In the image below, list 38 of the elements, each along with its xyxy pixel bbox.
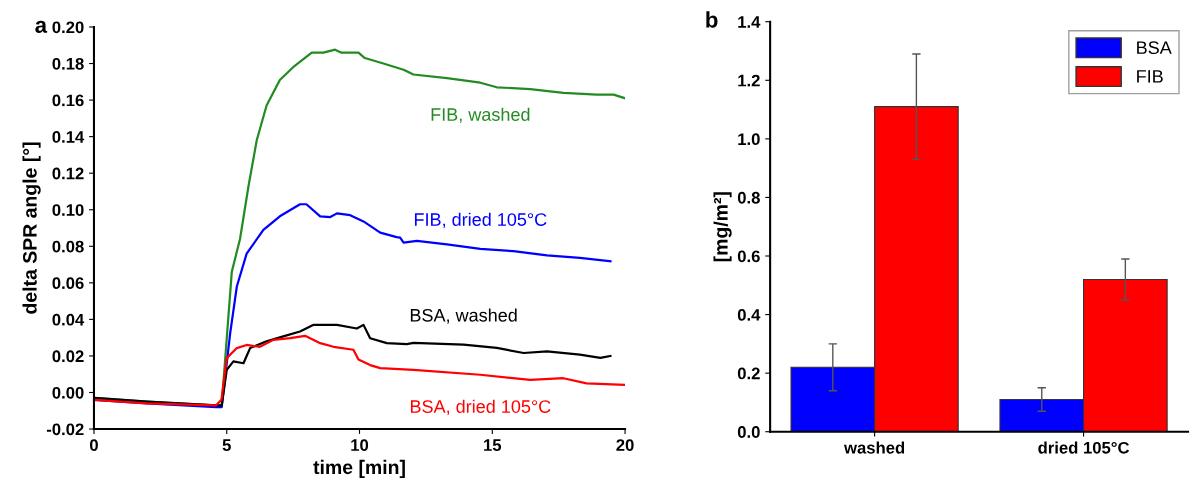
x-tick-label: 0 <box>89 439 98 451</box>
y-tick-label: 0.04 <box>52 313 85 326</box>
series-label: FIB, washed <box>431 107 530 124</box>
y-tick-label: 0.00 <box>52 386 84 399</box>
y-tick-label: 0.2 <box>737 367 760 380</box>
x-tick-label: dried 105°C <box>1038 441 1130 454</box>
y-axis-title: delta SPR angle [°] <box>22 142 41 314</box>
y-tick-label: 0.12 <box>52 167 84 180</box>
y-tick-label: 0.6 <box>737 250 760 263</box>
y-tick-label: 1.4 <box>738 16 761 28</box>
y-tick-label: 0.06 <box>52 277 84 290</box>
x-tick-label: 10 <box>351 439 369 451</box>
y-tick-label: -0.02 <box>46 423 84 436</box>
y-tick-label: 0.4 <box>737 308 761 321</box>
y-axis-title: [mg/m²] <box>713 192 732 262</box>
y-tick-label: 0.16 <box>52 94 84 107</box>
y-tick-label: 1.0 <box>738 133 760 146</box>
y-tick-label: 1.2 <box>738 74 760 87</box>
chart-title: b <box>706 11 718 28</box>
x-axis-title: time [min] <box>313 459 405 478</box>
chart-title: a <box>35 20 48 33</box>
legend-label: FIB <box>1137 70 1163 83</box>
y-tick-label: 0.18 <box>52 57 84 70</box>
y-tick-label: 0.20 <box>52 21 84 34</box>
legend-label: BSA <box>1137 41 1172 55</box>
series-label: BSA, washed <box>410 308 517 324</box>
x-tick-label: 5 <box>222 439 231 451</box>
series-label: FIB, dried 105°C <box>414 212 547 229</box>
y-tick-label: 0.02 <box>52 350 84 363</box>
y-tick-label: 0.10 <box>52 204 84 216</box>
series-label: BSA, dried 105°C <box>410 399 551 416</box>
x-tick-label: 15 <box>484 439 502 451</box>
y-tick-label: 0.08 <box>52 240 84 253</box>
y-tick-label: 0.8 <box>737 191 760 204</box>
x-tick-label: washed <box>843 441 905 454</box>
y-tick-label: 0.0 <box>737 426 760 438</box>
y-tick-label: 0.14 <box>52 131 85 143</box>
x-tick-label: 20 <box>616 439 634 451</box>
